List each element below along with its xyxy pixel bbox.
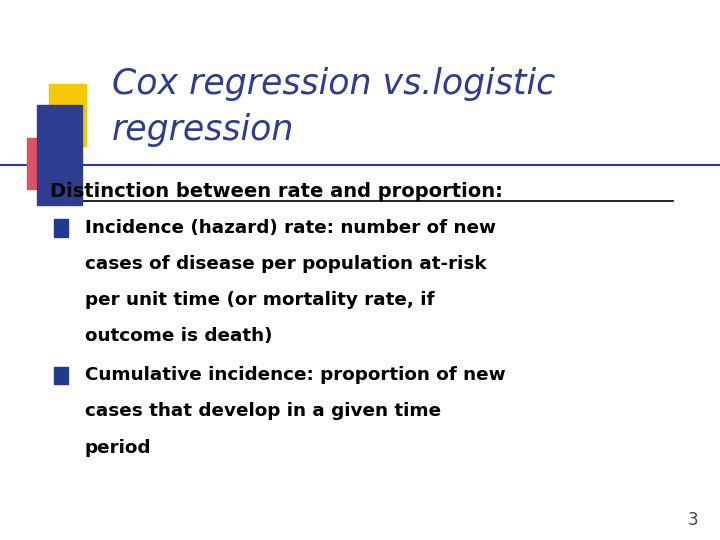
Bar (27, 138, 65, 189)
Text: cases that develop in a given time: cases that develop in a given time (85, 402, 441, 421)
Text: 3: 3 (688, 511, 698, 529)
Text: Cumulative incidence: proportion of new: Cumulative incidence: proportion of new (85, 366, 505, 384)
Bar (37, 105, 82, 205)
Text: period: period (85, 438, 151, 457)
Text: Cox regression vs.logistic: Cox regression vs.logistic (112, 67, 555, 100)
Text: per unit time (or mortality rate, if: per unit time (or mortality rate, if (85, 291, 434, 309)
Text: cases of disease per population at-risk: cases of disease per population at-risk (85, 255, 487, 273)
Bar (54, 367, 68, 384)
Bar (49, 84, 86, 146)
Bar (54, 219, 68, 237)
Text: Distinction between rate and proportion:: Distinction between rate and proportion: (50, 182, 503, 201)
Text: Incidence (hazard) rate: number of new: Incidence (hazard) rate: number of new (85, 219, 496, 237)
Text: outcome is death): outcome is death) (85, 327, 272, 346)
Text: regression: regression (112, 113, 294, 146)
